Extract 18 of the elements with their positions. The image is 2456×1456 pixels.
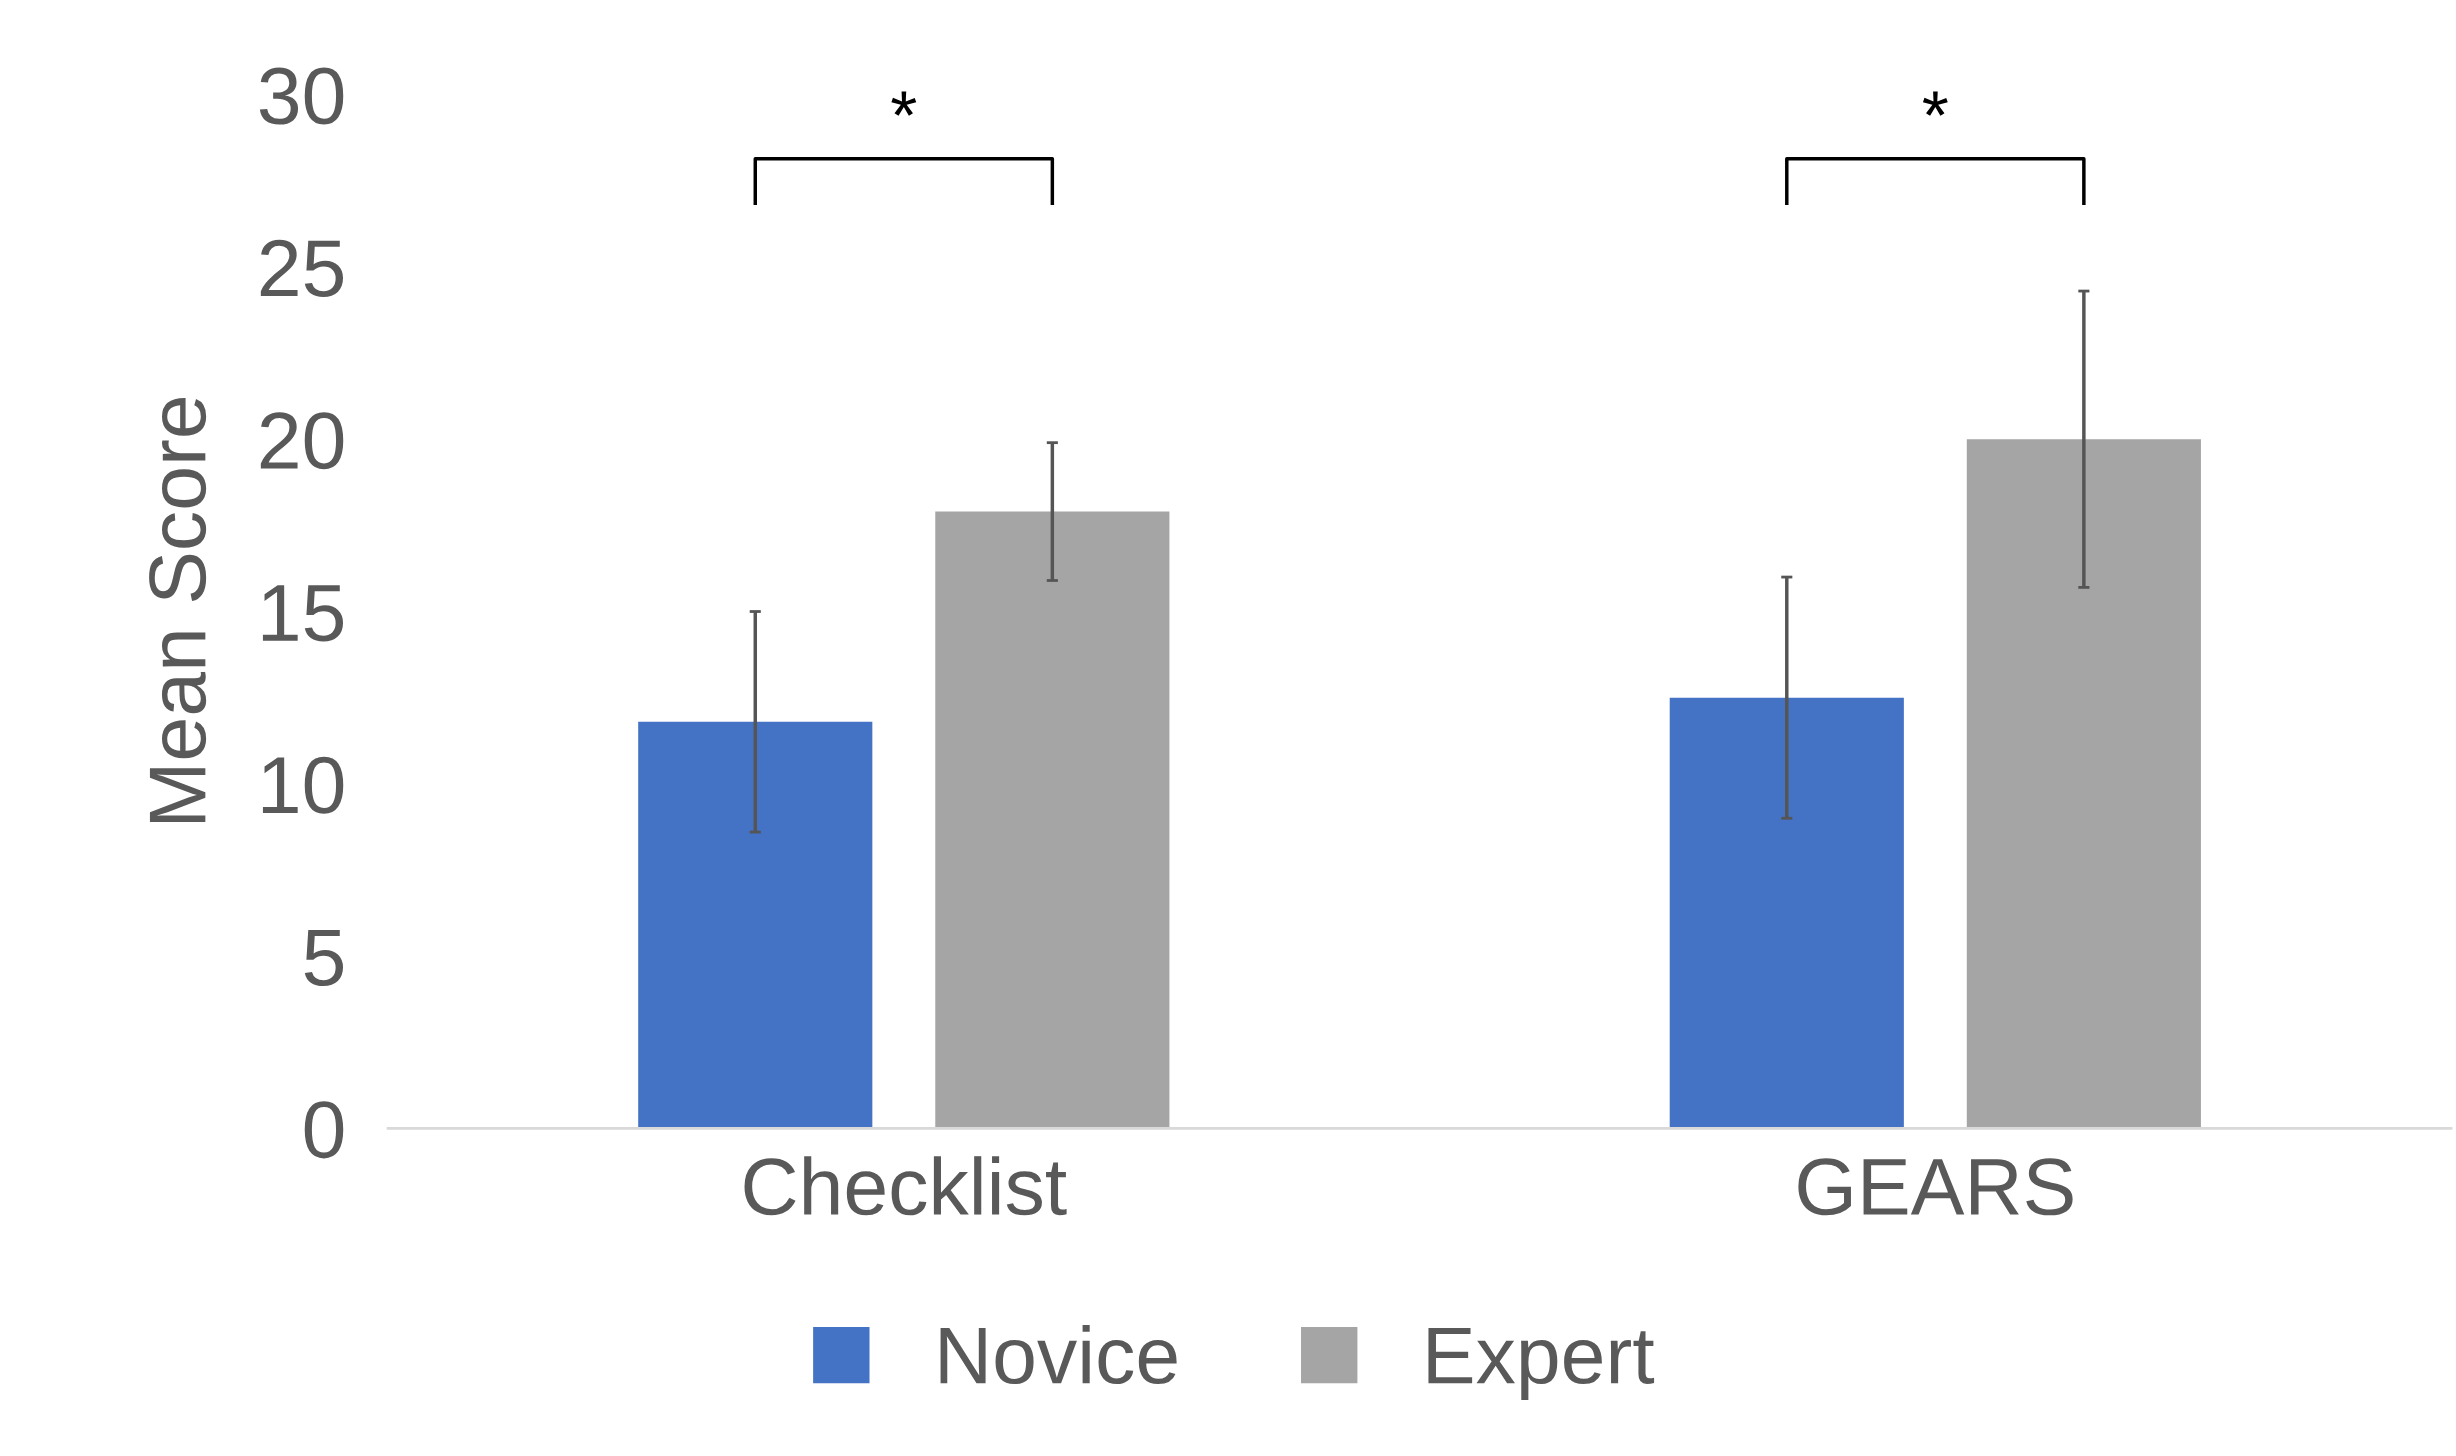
legend-label: Expert bbox=[1428, 1327, 1655, 1401]
y-tick-label: 25 bbox=[260, 239, 344, 297]
annotation: * bbox=[1922, 91, 1948, 116]
y-tick-label: 30 bbox=[259, 67, 344, 125]
y-axis-title: Mean Score bbox=[149, 397, 207, 823]
y-tick-label: 20 bbox=[260, 412, 344, 470]
bar bbox=[1966, 439, 2201, 1129]
y-tick-label: 10 bbox=[262, 756, 344, 814]
bar bbox=[638, 721, 873, 1129]
bar bbox=[1669, 697, 1904, 1129]
bar bbox=[935, 511, 1170, 1129]
x-tick-label: Checklist bbox=[744, 1156, 1067, 1216]
annotation: * bbox=[891, 91, 917, 116]
legend-label: Novice bbox=[940, 1324, 1177, 1385]
y-tick-label: 5 bbox=[304, 929, 344, 987]
y-tick-label: 15 bbox=[262, 585, 344, 642]
y-tick-label: 0 bbox=[304, 1101, 344, 1159]
x-tick-label: GEARS bbox=[1798, 1158, 2073, 1216]
